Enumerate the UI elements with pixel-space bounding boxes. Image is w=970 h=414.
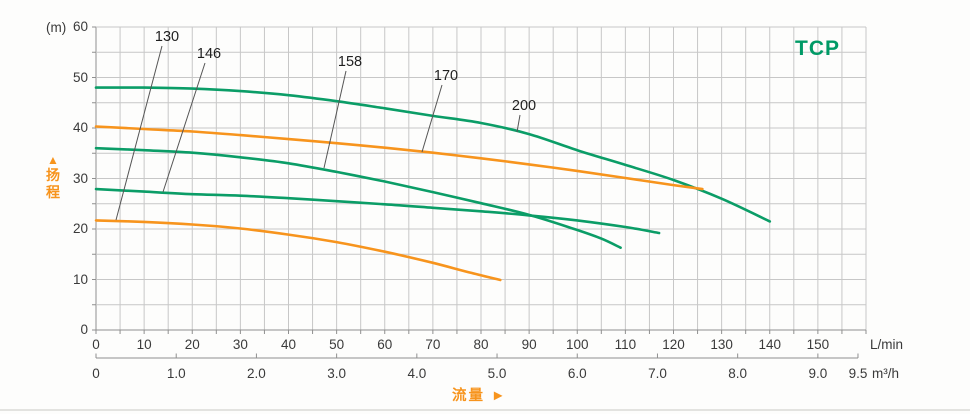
x-axis-tick-label: 30 <box>232 337 248 352</box>
curve-label-130: 130 <box>154 29 180 45</box>
leader-line-130 <box>115 45 163 221</box>
secondary-axis-tick-label: 9.0 <box>808 366 828 381</box>
y-axis-tick-label: 50 <box>72 69 88 85</box>
curve-label-170: 170 <box>433 68 459 84</box>
secondary-axis-tick-label: 4.0 <box>407 366 427 381</box>
curve-label-200: 200 <box>511 98 537 114</box>
secondary-axis-tick-label: 0 <box>92 366 100 381</box>
leader-line-158 <box>323 70 347 169</box>
x-axis-title: 流量 ► <box>452 388 508 404</box>
x-axis-tick-label: 140 <box>758 337 782 352</box>
chart-title: TCP <box>795 37 840 60</box>
x-axis-tick-label: 70 <box>425 337 441 352</box>
x-axis-tick-label: 130 <box>710 337 733 352</box>
y-axis-title: ▲ 扬程 <box>42 153 64 201</box>
x-axis-tick-label: 120 <box>662 337 685 352</box>
y-axis-title-text: 扬程 <box>46 167 60 200</box>
x-axis-tick-label: 90 <box>521 337 537 352</box>
leader-line-200 <box>516 114 521 133</box>
secondary-axis-tick-label: 1.0 <box>166 366 186 381</box>
y-axis-unit-label: (m) <box>46 20 67 35</box>
secondary-axis-tick-label: 5.0 <box>487 366 507 381</box>
x-axis-tick-label: 50 <box>329 337 345 352</box>
secondary-axis-tick-label: 2.0 <box>247 366 266 381</box>
curve-158 <box>94 146 622 249</box>
y-axis-tick-label: 30 <box>72 170 88 186</box>
curve-146 <box>94 187 661 235</box>
x-axis-tick-label: 80 <box>473 337 489 352</box>
x-axis-tick-label: 10 <box>136 337 152 352</box>
secondary-axis-tick-label: 3.0 <box>327 366 347 381</box>
leader-line-146 <box>162 62 206 193</box>
y-axis-tick-label: 10 <box>72 271 88 287</box>
curve-label-158: 158 <box>337 54 363 70</box>
curve-130 <box>94 219 502 282</box>
up-arrow-icon: ▲ <box>47 153 59 167</box>
y-axis-tick-label: 60 <box>72 19 88 34</box>
x-axis-tick-label: 150 <box>806 337 830 352</box>
leader-line-170 <box>421 84 443 153</box>
secondary-axis-tick-label: 9.5 <box>848 366 868 381</box>
curve-170 <box>94 125 704 191</box>
x-axis-tick-label: 40 <box>280 337 297 352</box>
y-axis-tick-label: 0 <box>80 322 88 337</box>
secondary-axis-tick-label: 7.0 <box>648 366 667 381</box>
y-axis-tick-label: 20 <box>72 221 88 236</box>
page-edge-line <box>0 409 970 411</box>
secondary-axis-tick-label: 8.0 <box>728 366 748 381</box>
x-axis-tick-label: 110 <box>614 337 637 352</box>
x-axis-secondary-unit-label: m³/h <box>872 366 899 381</box>
curve-label-146: 146 <box>196 46 222 62</box>
x-axis-tick-label: 20 <box>184 337 200 352</box>
x-axis-primary-unit-label: L/min <box>870 337 904 352</box>
y-axis-tick-label: 40 <box>72 120 88 135</box>
secondary-axis-tick-label: 6.0 <box>567 366 587 381</box>
x-axis-tick-label: 100 <box>565 337 589 352</box>
x-axis-tick-label: 60 <box>377 337 393 352</box>
x-axis-tick-label: 0 <box>92 337 100 352</box>
